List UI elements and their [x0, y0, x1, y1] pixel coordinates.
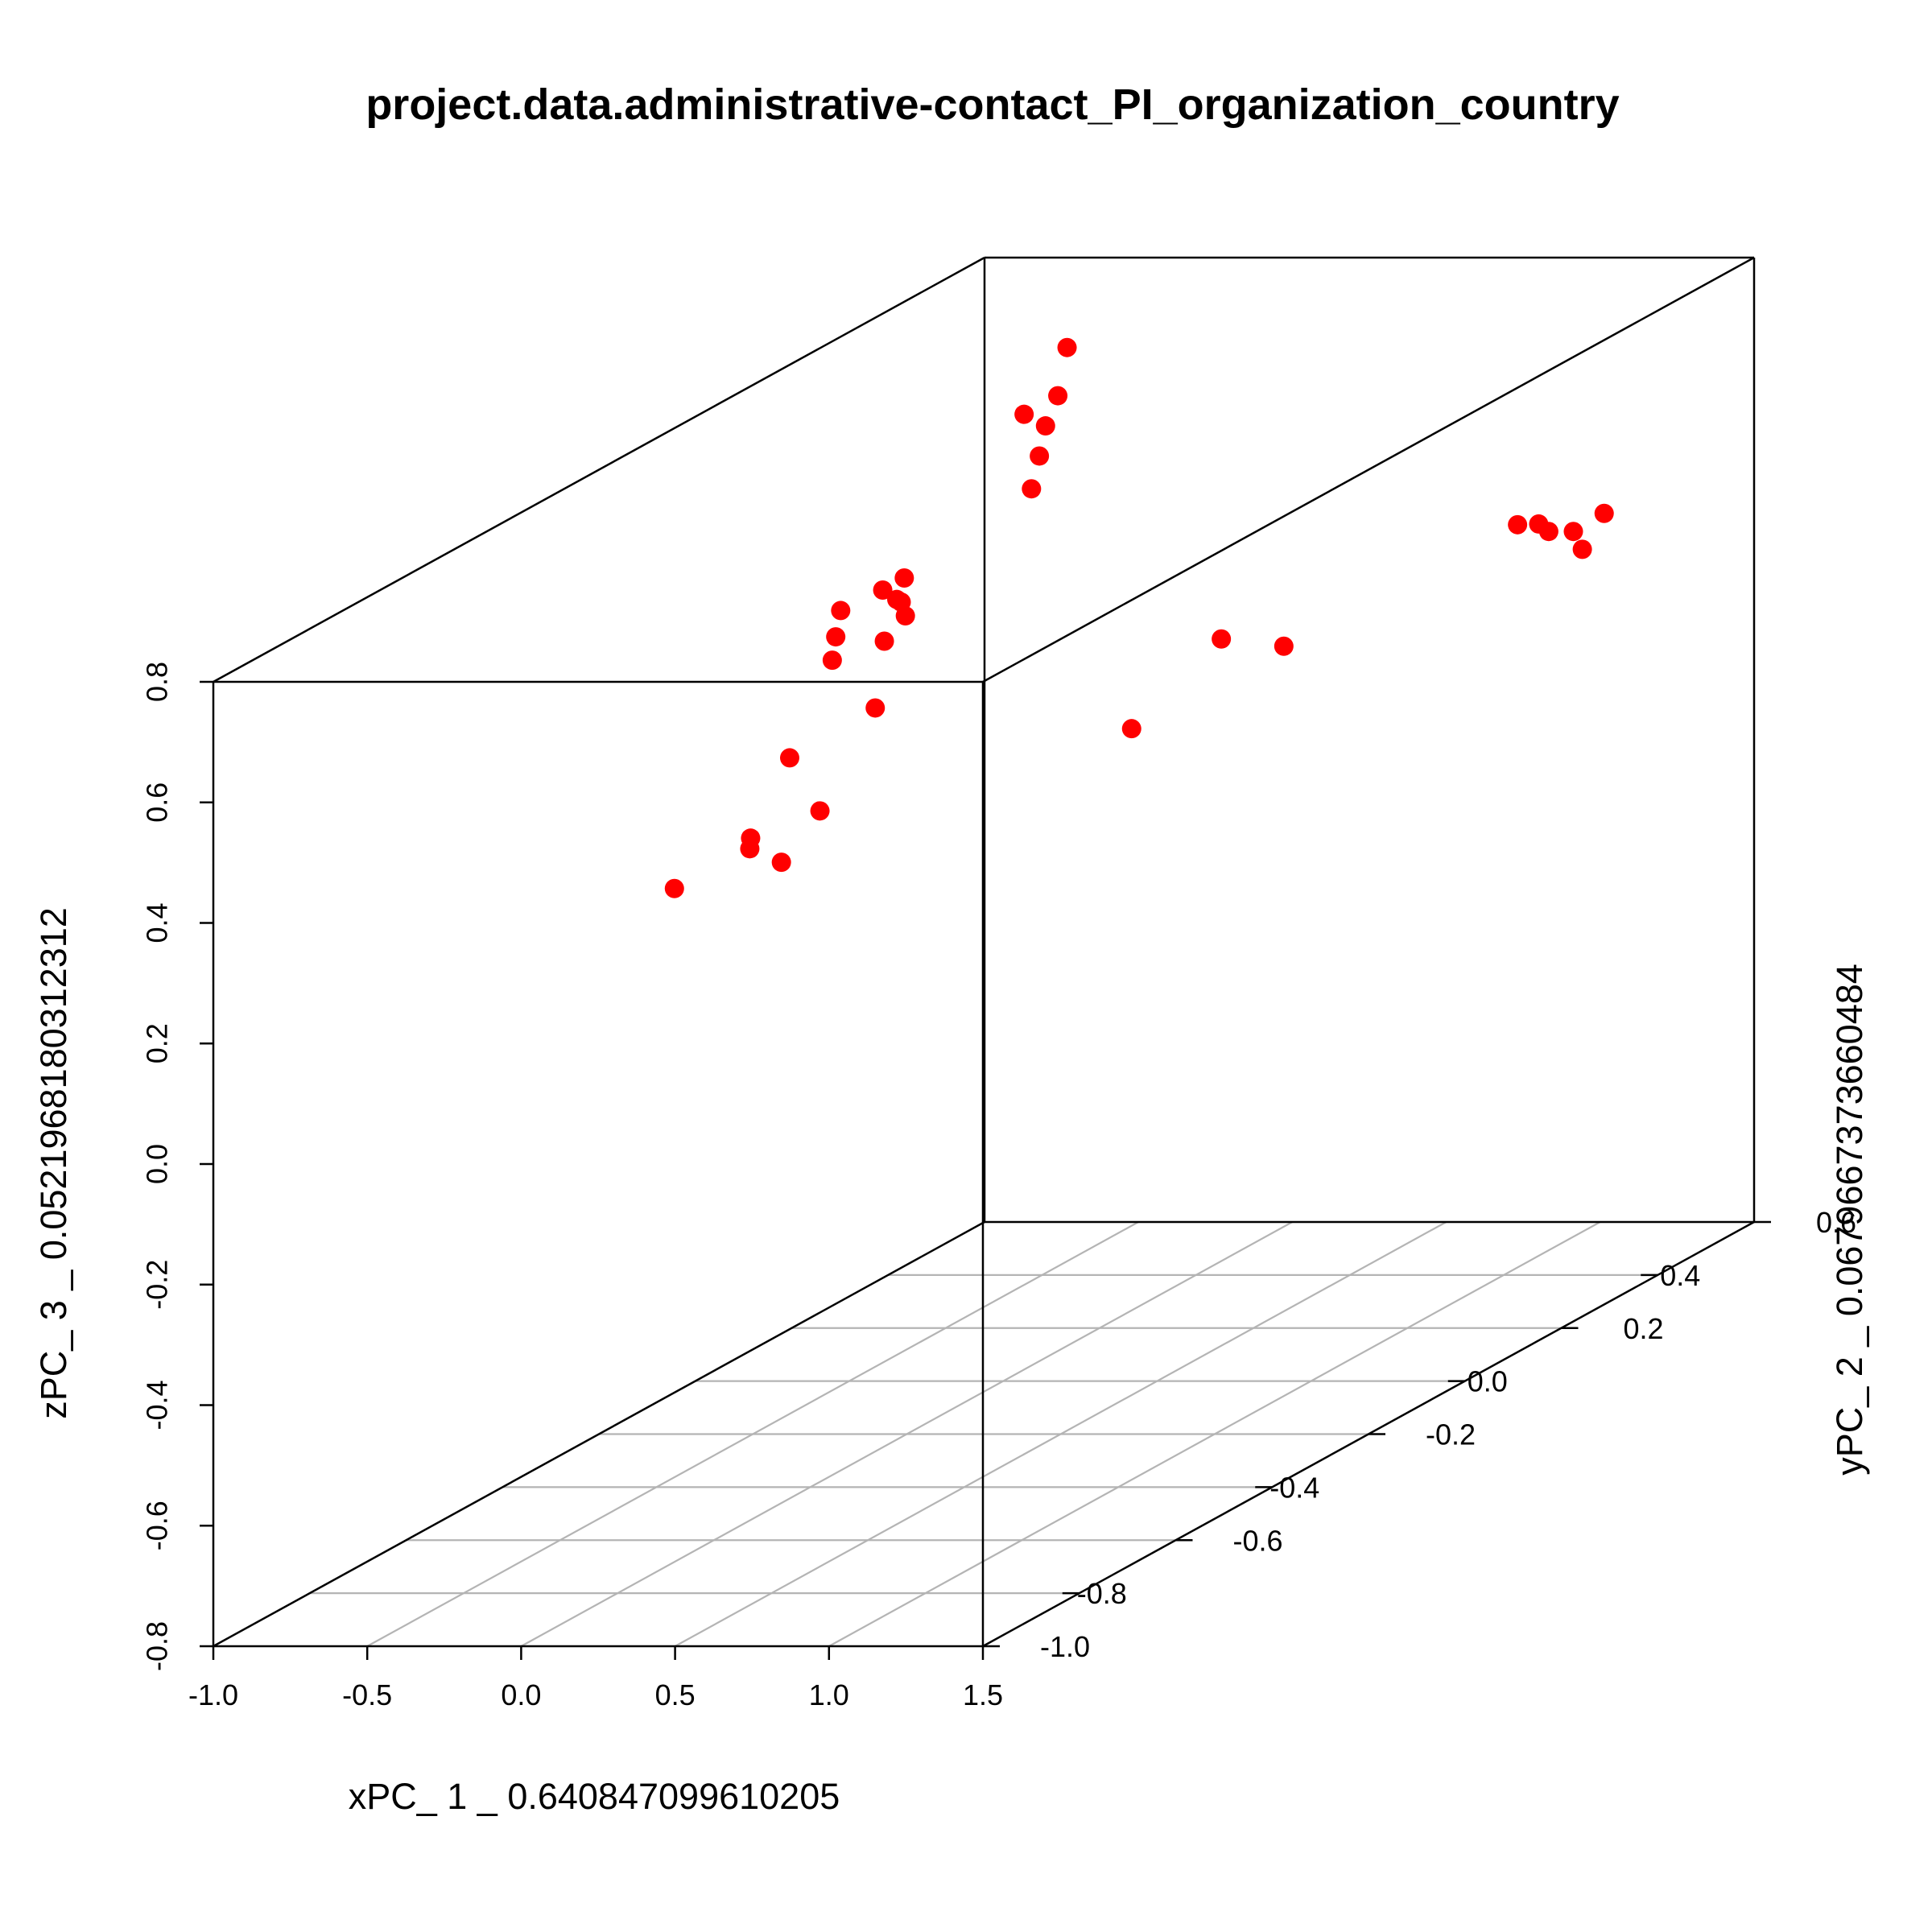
z-tick-label: 0.4: [141, 902, 174, 943]
z-tick-label: -0.4: [141, 1380, 174, 1430]
z-tick-label: -0.8: [141, 1621, 174, 1671]
data-point: [826, 627, 846, 647]
data-point: [895, 606, 915, 626]
bottom-grid: [309, 1221, 1658, 1647]
z-tick-label: -0.2: [141, 1260, 174, 1310]
data-point: [1274, 636, 1294, 656]
data-point: [873, 580, 893, 600]
y-axis-title: yPC_ 2 _ 0.0679667373660484: [1829, 964, 1870, 1476]
box-edge: [213, 1220, 985, 1648]
y-tick-label: 0.6: [1816, 1206, 1856, 1239]
x-axis: -1.0 -0.5 0.0 0.5 1.0 1.5: [188, 1646, 1003, 1711]
z-tick-label: 0.0: [141, 1144, 174, 1184]
y-tick-label: -0.2: [1426, 1418, 1476, 1451]
data-point: [1121, 719, 1141, 739]
z-tick-label: 0.8: [141, 662, 174, 702]
data-point: [1594, 503, 1614, 523]
x-tick-label: 0.5: [655, 1678, 696, 1711]
data-point: [1563, 522, 1583, 542]
data-point: [874, 631, 894, 651]
data-point: [1529, 514, 1549, 534]
data-point: [1048, 386, 1068, 406]
y-tick-label: -0.8: [1077, 1577, 1127, 1610]
y-axis: -1.0 -0.8 -0.6 -0.4 -0.2 0.0 0.2 0.4 0.6: [983, 1206, 1856, 1663]
data-point: [1014, 404, 1034, 424]
data-point: [1035, 416, 1055, 436]
data-point: [865, 698, 886, 718]
data-point: [741, 828, 761, 848]
y-tick-label: -1.0: [1040, 1630, 1090, 1663]
x-tick-label: -0.5: [342, 1678, 392, 1711]
z-tick-label: 0.2: [141, 1023, 174, 1063]
y-tick-label: 0.4: [1660, 1259, 1700, 1292]
box-edge: [213, 256, 985, 683]
data-point: [894, 568, 914, 588]
data-point: [822, 650, 842, 671]
x-axis-title: xPC_ 1 _ 0.640847099610205: [349, 1776, 840, 1817]
z-axis-title: zPC_ 3 _ 0.0521968180312312: [33, 907, 74, 1419]
data-point: [831, 601, 851, 621]
data-point: [1030, 446, 1050, 466]
data-point: [779, 748, 799, 768]
data-point: [1508, 514, 1528, 535]
data-point: [1022, 479, 1042, 499]
data-point: [1057, 337, 1077, 357]
y-tick-label: -0.6: [1232, 1524, 1282, 1557]
y-tick-label: 0.0: [1468, 1365, 1508, 1398]
box-edge: [982, 256, 1755, 683]
x-tick-label: 1.0: [809, 1678, 849, 1711]
y-tick-label: -0.4: [1269, 1471, 1319, 1504]
bounding-box: [212, 256, 1756, 1648]
z-axis: -0.8 -0.6 -0.4 -0.2 0.0 0.2 0.4 0.6 0.8: [141, 662, 213, 1671]
data-point: [771, 852, 791, 873]
x-tick-label: 1.5: [963, 1678, 1003, 1711]
data-points: [664, 337, 1614, 898]
chart-title: project.data.administrative-contact_PI_o…: [365, 80, 1619, 129]
z-tick-label: -0.6: [141, 1501, 174, 1550]
data-point: [810, 801, 830, 821]
z-tick-label: 0.6: [141, 782, 174, 823]
y-tick-label: 0.2: [1623, 1312, 1663, 1345]
data-point: [1212, 629, 1232, 649]
x-tick-label: -1.0: [188, 1678, 238, 1711]
x-tick-label: 0.0: [501, 1678, 541, 1711]
data-point: [1572, 539, 1592, 559]
data-point: [664, 878, 684, 898]
